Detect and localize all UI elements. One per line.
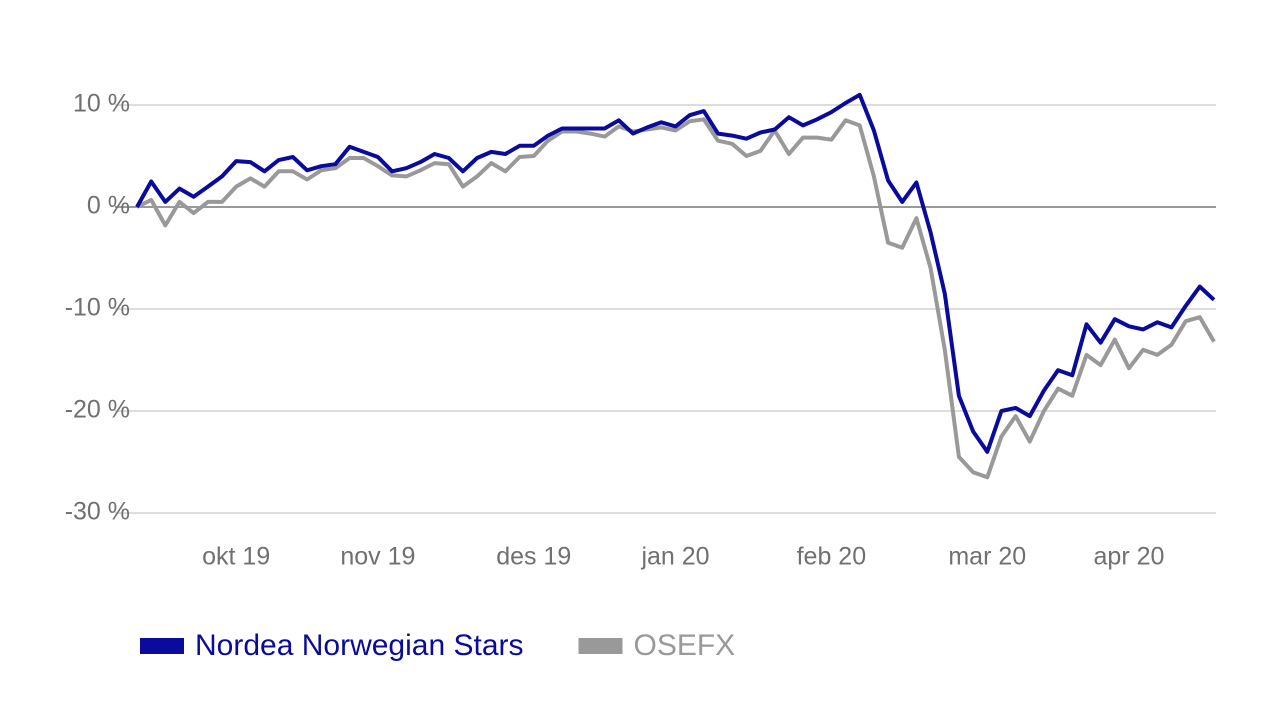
legend-swatch bbox=[578, 638, 623, 654]
series-line bbox=[136, 117, 1216, 480]
legend-label: Nordea Norwegian Stars bbox=[195, 629, 524, 662]
y-tick-label: 0 % bbox=[87, 192, 130, 220]
x-tick-label: okt 19 bbox=[202, 543, 270, 571]
series-line bbox=[135, 92, 1216, 454]
x-tick-label: nov 19 bbox=[340, 543, 415, 571]
x-tick-label: feb 20 bbox=[797, 543, 867, 571]
x-tick-label: mar 20 bbox=[948, 543, 1026, 571]
y-tick-label: -20 % bbox=[65, 396, 130, 424]
x-tick-label: apr 20 bbox=[1094, 543, 1165, 571]
legend-swatch bbox=[140, 638, 184, 654]
x-tick-label: des 19 bbox=[496, 543, 571, 571]
y-tick-label: 10 % bbox=[73, 90, 130, 118]
legend-label: OSEFX bbox=[634, 629, 736, 662]
x-tick-label: jan 20 bbox=[640, 543, 709, 571]
y-tick-label: -30 % bbox=[65, 498, 130, 526]
y-tick-label: -10 % bbox=[65, 294, 130, 322]
